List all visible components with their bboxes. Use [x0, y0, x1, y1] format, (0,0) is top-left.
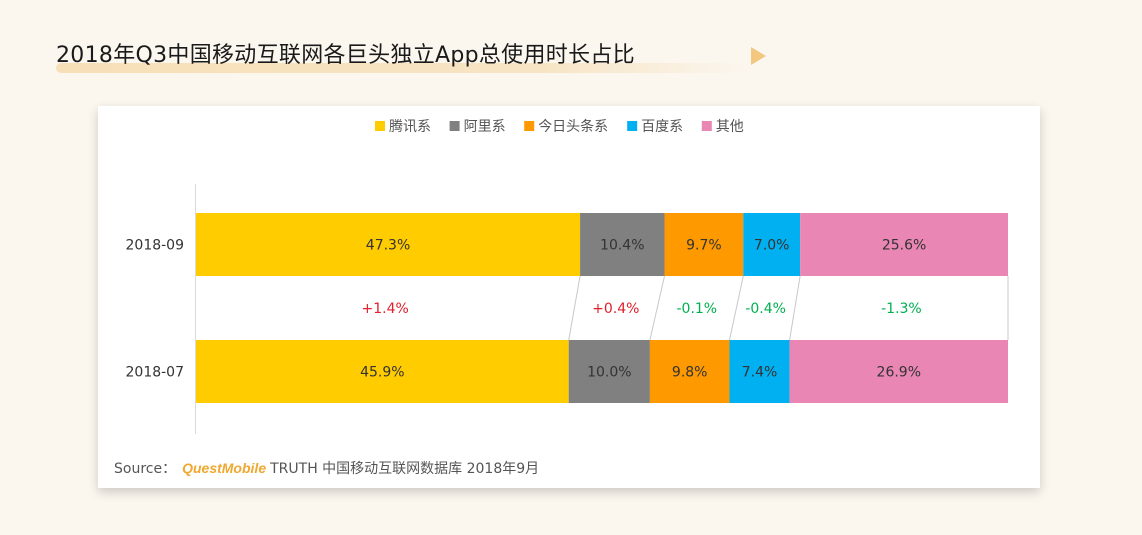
title-underline [56, 63, 746, 73]
change-label-2: -0.1% [676, 301, 717, 317]
source-brand: QuestMobile [182, 460, 267, 476]
bar-2018-09-2 [664, 213, 744, 276]
bar-2018-07-2 [649, 340, 730, 403]
data-label-2018-07-2: 9.8% [672, 365, 708, 381]
data-label-2018-07-3: 7.4% [742, 365, 778, 381]
bar-2018-09-4 [800, 213, 1008, 276]
bar-2018-07-0 [196, 340, 569, 403]
legend-label-1: 阿里系 [464, 119, 506, 135]
legend-swatch-1 [449, 121, 460, 131]
legend-swatch-0 [375, 121, 385, 131]
bar-2018-07-3 [729, 340, 790, 403]
data-label-2018-09-4: 25.6% [882, 238, 926, 254]
page-title: 2018年Q3中国移动互联网各巨头独立App总使用时长占比 [56, 43, 635, 68]
chart-card: 腾讯系 阿里系 今日头条系 百度系 其他 47.3% 10.4% 9.7% 7.0% 25.6% 2… [98, 106, 1040, 488]
play-arrow-icon [751, 47, 766, 65]
connector-line-2 [649, 275, 666, 341]
connector-line-3 [728, 275, 744, 341]
source-label: Source： [114, 461, 177, 477]
change-label-0: +1.4% [362, 301, 409, 317]
category-label-2018-07: 2018-07 [126, 365, 185, 381]
data-label-2018-09-1: 10.4% [600, 238, 644, 254]
legend-label-3: 百度系 [641, 119, 683, 135]
source-text: TRUTH 中国移动互联网数据库 2018年9月 [270, 461, 540, 477]
legend-label-2: 今日头条系 [538, 118, 608, 135]
change-label-1: +0.4% [592, 301, 639, 317]
legend-swatch-3 [627, 121, 638, 131]
data-label-2018-09-0: 47.3% [366, 238, 410, 254]
bar-2018-07-4 [789, 340, 1008, 403]
data-label-2018-07-1: 10.0% [587, 365, 631, 381]
category-label-2018-09: 2018-09 [126, 238, 185, 254]
legend-swatch-4 [701, 121, 712, 131]
bar-2018-09-1 [580, 213, 665, 276]
data-label-2018-09-3: 7.0% [754, 238, 790, 254]
bar-2018-07-1 [568, 340, 650, 403]
data-label-2018-09-2: 9.7% [686, 238, 722, 254]
title-block: 2018年Q3中国移动互联网各巨头独立App总使用时长占比 [56, 36, 766, 76]
stacked-bar-chart: 腾讯系 阿里系 今日头条系 百度系 其他 47.3% 10.4% 9.7% 7.0% 25.6% 2… [126, 118, 1009, 434]
bar-2018-09-3 [743, 213, 801, 276]
source-line: Source： QuestMobile TRUTH 中国移动互联网数据库 2018年… [114, 458, 539, 478]
change-label-3: -0.4% [745, 301, 786, 317]
legend-swatch-2 [524, 121, 535, 131]
legend-label-0: 腾讯系 [389, 118, 431, 135]
bar-2018-09-0 [196, 213, 581, 276]
connector-line-4 [789, 275, 801, 341]
legend-label-4: 其他 [716, 119, 744, 135]
connector-line-1 [568, 275, 581, 341]
data-label-2018-07-4: 26.9% [877, 365, 921, 381]
change-label-4: -1.3% [881, 301, 922, 317]
data-label-2018-07-0: 45.9% [360, 365, 404, 381]
